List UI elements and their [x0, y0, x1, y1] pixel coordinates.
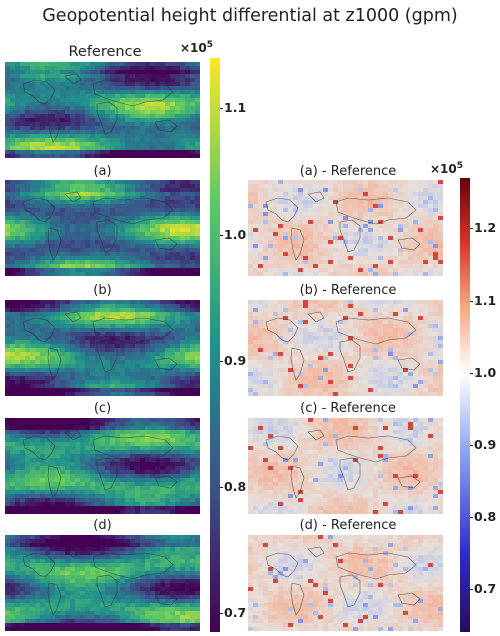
colorbar-multiplier-right: ×105	[430, 161, 464, 176]
colorbar-tick-label: 0.8	[474, 508, 497, 524]
colorbar-tick-label: 1.1	[224, 100, 247, 116]
map-diff-c	[248, 418, 443, 514]
panel-title-diff-c: (c) - Reference	[300, 401, 396, 416]
colorbar-multiplier-left: ×105	[180, 40, 214, 55]
map-diff-d	[248, 535, 443, 631]
colorbar-tick-label: 0.9	[224, 352, 247, 368]
colorbar-tick-mark	[470, 445, 473, 446]
colorbar-tick-label: 0.9	[474, 436, 497, 452]
panel-title-diff-b: (b) - Reference	[299, 283, 397, 298]
colorbar-viridis	[210, 58, 220, 632]
panel-title-reference: Reference	[68, 44, 142, 60]
panel-title-diff-d: (d) - Reference	[299, 518, 397, 533]
panel-title-diff-a: (a) - Reference	[299, 164, 397, 179]
colorbar-tick-mark	[220, 613, 223, 614]
panel-title-a: (a)	[93, 164, 112, 179]
map-diff-a	[248, 180, 443, 276]
colorbar-coolwarm	[460, 178, 470, 632]
colorbar-tick-label: 1.1	[474, 292, 497, 308]
colorbar-tick-mark	[470, 373, 473, 374]
colorbar-tick-label: 1.0	[224, 226, 247, 242]
map-c	[5, 418, 200, 514]
colorbar-tick-label: 1.2	[474, 220, 497, 236]
colorbar-tick-mark	[470, 589, 473, 590]
map-diff-b	[248, 300, 443, 396]
colorbar-tick-label: 0.7	[474, 580, 497, 596]
colorbar-tick-mark	[220, 361, 223, 362]
map-d	[5, 535, 200, 631]
colorbar-tick-mark	[470, 517, 473, 518]
colorbar-tick-mark	[220, 487, 223, 488]
panel-title-b: (b)	[93, 283, 112, 298]
chart-title: Geopotential height differential at z100…	[42, 6, 458, 26]
panel-title-d: (d)	[93, 518, 112, 533]
colorbar-tick-mark	[470, 228, 473, 229]
map-a	[5, 180, 200, 276]
colorbar-tick-mark	[470, 301, 473, 302]
colorbar-tick-label: 0.8	[224, 478, 247, 494]
colorbar-tick-label: 0.7	[224, 605, 247, 621]
panel-title-c: (c)	[93, 401, 112, 416]
colorbar-tick-mark	[220, 235, 223, 236]
colorbar-tick-label: 1.0	[474, 364, 497, 380]
map-reference	[5, 62, 200, 158]
colorbar-tick-mark	[220, 108, 223, 109]
map-b	[5, 300, 200, 396]
